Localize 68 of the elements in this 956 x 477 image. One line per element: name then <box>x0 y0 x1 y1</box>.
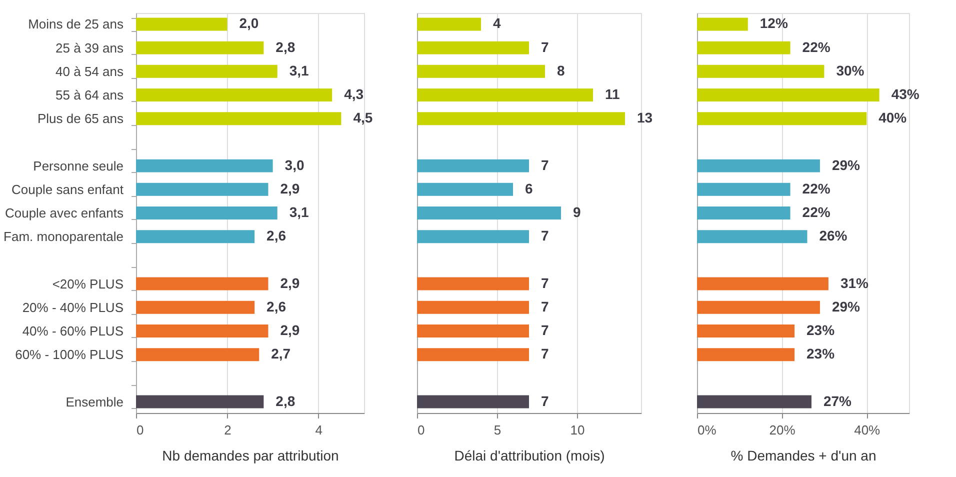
data-label: 7 <box>541 38 549 55</box>
x-tick-label: 0 <box>136 422 144 438</box>
y-tick-label: 55 à 64 ans <box>56 88 124 103</box>
data-label: 22% <box>802 204 831 220</box>
x-tick-label: 40% <box>854 422 881 438</box>
data-label: 26% <box>819 228 848 244</box>
data-label: 40% <box>878 110 908 126</box>
y-tick-label: Couple sans enfant <box>11 182 124 197</box>
y-tick-label: Plus de 65 ans <box>37 111 124 126</box>
y-tick-label: 60% - 100% PLUS <box>15 347 124 362</box>
data-label: 29% <box>832 156 861 173</box>
data-label: 27% <box>823 392 852 409</box>
data-label: 31% <box>840 274 870 291</box>
data-label: 2,8 <box>276 38 296 55</box>
data-label: 2,8 <box>276 392 296 409</box>
x-tick-label: 5 <box>494 422 502 438</box>
data-label: 3,1 <box>289 204 310 220</box>
data-label: 2,0 <box>239 15 259 32</box>
data-label: 23% <box>806 322 836 338</box>
data-label: 2,6 <box>266 298 286 314</box>
data-label: 7 <box>541 392 549 409</box>
y-tick-label: Couple avec enfants <box>4 206 124 220</box>
y-tick-label: 40 à 54 ans <box>56 64 124 79</box>
data-label: 2,9 <box>280 274 300 291</box>
data-label: 23% <box>806 346 836 362</box>
x-tick-label: 0 <box>418 422 425 438</box>
data-label: 12% <box>760 15 788 32</box>
x-tick-label: 20% <box>769 422 796 438</box>
x-axis-title: Délai d'attribution (mois) <box>454 448 605 464</box>
y-tick-label: 20% - 40% PLUS <box>22 300 124 315</box>
x-axis-title: Nb demandes par attribution <box>162 448 339 464</box>
data-label: 3,0 <box>284 156 304 173</box>
data-label: 22% <box>802 180 831 196</box>
data-label: 43% <box>891 86 920 102</box>
x-tick-label: 0% <box>698 422 717 438</box>
data-label: 30% <box>836 62 865 78</box>
data-label: 7 <box>541 298 549 314</box>
data-label: 3,1 <box>289 62 310 78</box>
y-tick-label: <20% PLUS <box>52 276 124 292</box>
data-label: 2,7 <box>271 346 291 362</box>
data-label: 8 <box>557 62 565 78</box>
data-label: 7 <box>541 274 549 291</box>
data-label: 6 <box>525 180 533 196</box>
y-tick-label: Personne seule <box>33 158 124 174</box>
data-label: 4 <box>493 15 501 32</box>
y-tick-label: Moins de 25 ans <box>28 16 124 32</box>
data-label: 7 <box>541 322 549 338</box>
y-tick-label: Fam. monoparentale <box>4 229 124 244</box>
x-axis-title: % Demandes + d'un an <box>730 448 876 464</box>
data-label: 7 <box>541 346 549 362</box>
x-tick-label: 4 <box>315 422 323 438</box>
data-label: 2,9 <box>280 322 300 338</box>
y-tick-label: 25 à 39 ans <box>56 40 124 56</box>
data-label: 2,6 <box>266 228 286 244</box>
x-tick-label: 2 <box>224 422 232 438</box>
data-label: 13 <box>637 110 653 126</box>
x-tick-label: 10 <box>570 422 585 438</box>
data-label: 11 <box>605 86 620 102</box>
data-label: 29% <box>832 298 861 314</box>
data-label: 9 <box>573 204 581 220</box>
data-label: 7 <box>541 228 549 244</box>
data-label: 4,3 <box>344 86 364 102</box>
y-tick-label: Ensemble <box>66 394 124 410</box>
data-label: 22% <box>802 38 831 55</box>
data-label: 2,9 <box>280 180 300 196</box>
y-tick-label: 40% - 60% PLUS <box>22 323 124 338</box>
data-label: 4,5 <box>353 110 373 126</box>
data-label: 7 <box>541 156 549 173</box>
